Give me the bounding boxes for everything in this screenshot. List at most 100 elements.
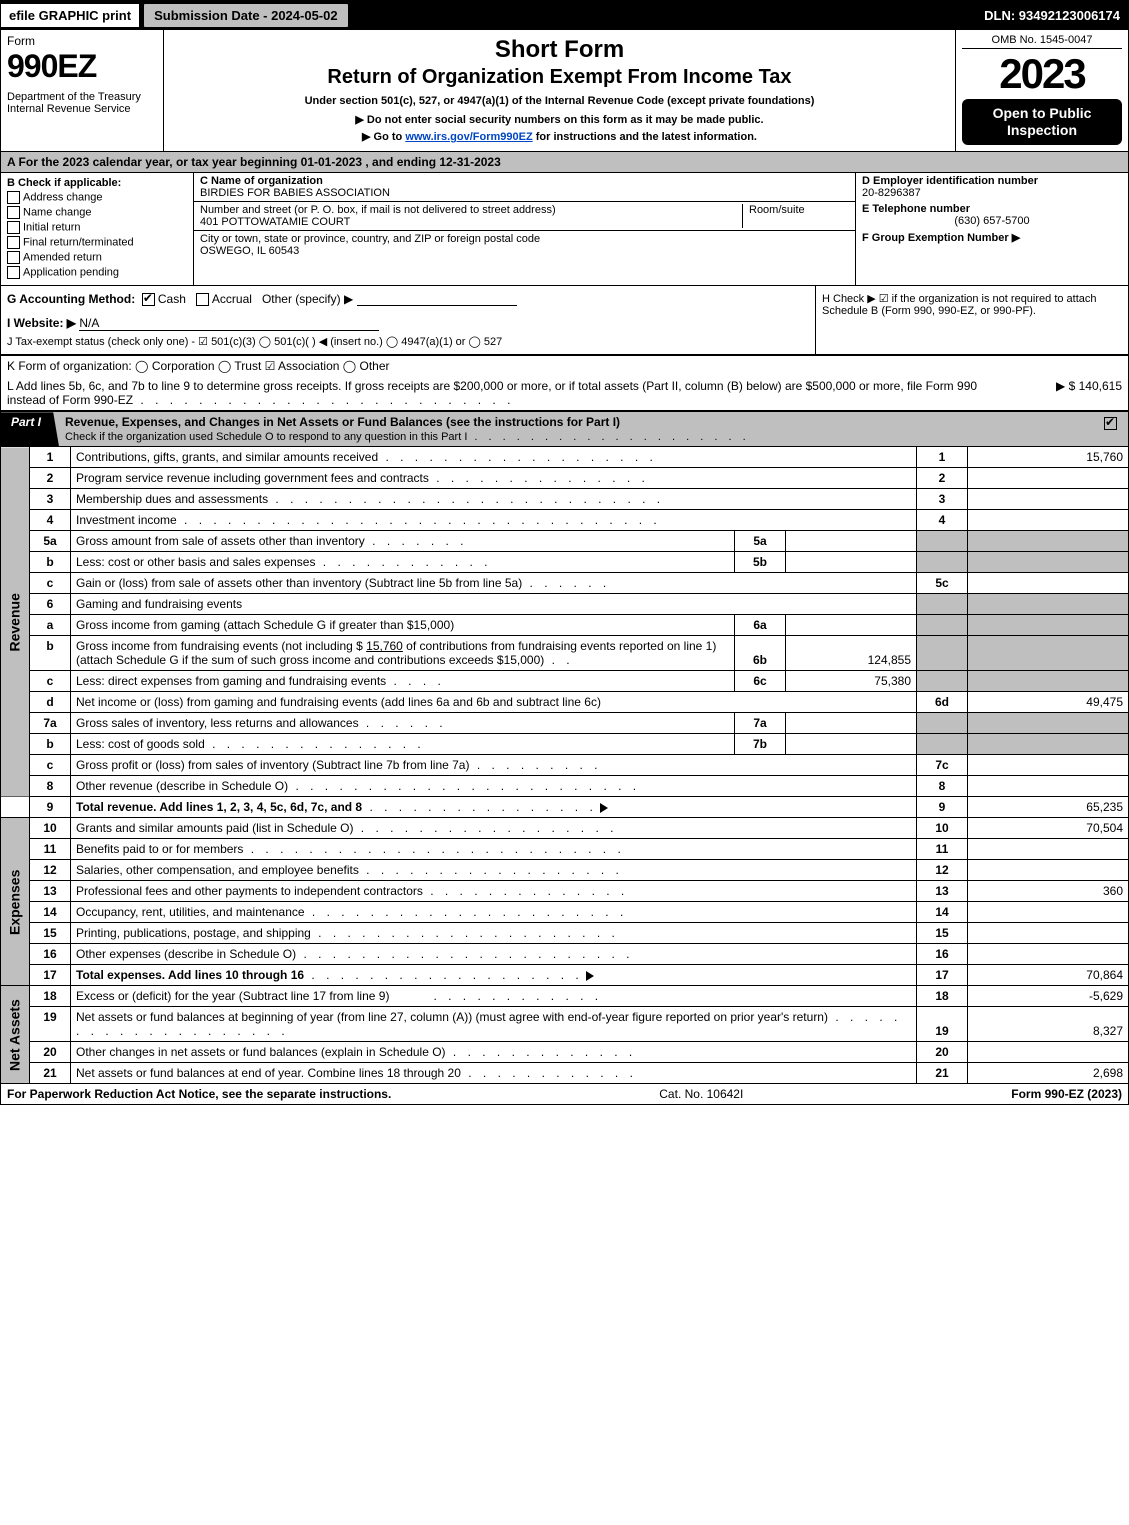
col-B: B Check if applicable: Address change Na…: [1, 173, 194, 285]
arrow-icon: [586, 971, 594, 981]
chk-address-change[interactable]: Address change: [7, 191, 187, 204]
footer-left: For Paperwork Reduction Act Notice, see …: [7, 1087, 391, 1101]
l14-n: 14: [30, 902, 71, 923]
l5c-n: c: [30, 573, 71, 594]
subtitle-2b: ▶ Go to www.irs.gov/Form990EZ for instru…: [172, 130, 947, 143]
l7b-sub: 7b: [735, 734, 786, 755]
chk-name-change[interactable]: Name change: [7, 206, 187, 219]
l10-n: 10: [30, 818, 71, 839]
l6c-sv: 75,380: [786, 671, 917, 692]
dln: DLN: 93492123006174: [984, 8, 1128, 23]
l5c-d: Gain or (loss) from sale of assets other…: [71, 573, 917, 594]
title-line2: Return of Organization Exempt From Incom…: [172, 66, 947, 89]
l15-n: 15: [30, 923, 71, 944]
form-word: Form: [7, 34, 157, 48]
l7c-d: Gross profit or (loss) from sales of inv…: [71, 755, 917, 776]
row-A: A For the 2023 calendar year, or tax yea…: [0, 152, 1129, 173]
part-I-header: Part I Revenue, Expenses, and Changes in…: [0, 411, 1129, 447]
short-form-title: Short Form: [172, 36, 947, 64]
dept: Department of the Treasury Internal Reve…: [7, 91, 157, 115]
other-specify-blank[interactable]: [357, 293, 517, 306]
part-I-check[interactable]: [1096, 412, 1128, 446]
l13-amt: 360: [968, 881, 1129, 902]
submission-date: Submission Date - 2024-05-02: [143, 3, 349, 28]
col-H: H Check ▶ ☑ if the organization is not r…: [816, 286, 1128, 354]
form-number: 990EZ: [7, 48, 157, 85]
l3-d: Membership dues and assessments . . . . …: [71, 489, 917, 510]
l13-n: 13: [30, 881, 71, 902]
chk-application-pending[interactable]: Application pending: [7, 266, 187, 279]
tax-year: 2023: [962, 53, 1122, 95]
l6-d: Gaming and fundraising events: [71, 594, 917, 615]
chk-amended[interactable]: Amended return: [7, 251, 187, 264]
chk-initial-return[interactable]: Initial return: [7, 221, 187, 234]
l16-n: 16: [30, 944, 71, 965]
l6b-n: b: [30, 636, 71, 671]
chk-cash[interactable]: [142, 293, 155, 306]
l7b-d: Less: cost of goods sold . . . . . . . .…: [71, 734, 735, 755]
C-name-row: C Name of organization BIRDIES FOR BABIE…: [194, 173, 855, 202]
l6d-n: d: [30, 692, 71, 713]
l14-amt: [968, 902, 1129, 923]
street-val: 401 POTTOWATAMIE COURT: [200, 216, 350, 228]
l6c-d: Less: direct expenses from gaming and fu…: [71, 671, 735, 692]
l16-amt: [968, 944, 1129, 965]
l6a-n: a: [30, 615, 71, 636]
chk-final-return[interactable]: Final return/terminated: [7, 236, 187, 249]
l1-n: 1: [30, 447, 71, 468]
l2-amt: [968, 468, 1129, 489]
l16-ref: 16: [917, 944, 968, 965]
l5a-sv: [786, 531, 917, 552]
row-K: K Form of organization: ◯ Corporation ◯ …: [0, 355, 1129, 376]
footer-right: Form 990-EZ (2023): [1011, 1087, 1122, 1101]
l15-ref: 15: [917, 923, 968, 944]
L-amt: ▶ $ 140,615: [992, 379, 1122, 407]
l13-d: Professional fees and other payments to …: [71, 881, 917, 902]
l11-d: Benefits paid to or for members . . . . …: [71, 839, 917, 860]
F-lbl: F Group Exemption Number ▶: [862, 231, 1122, 244]
ein: 20-8296387: [862, 187, 1122, 199]
l2-d: Program service revenue including govern…: [71, 468, 917, 489]
chk-accrual[interactable]: [196, 293, 209, 306]
l6b-sub: 6b: [735, 636, 786, 671]
l20-amt: [968, 1042, 1129, 1063]
D-lbl: D Employer identification number: [862, 175, 1122, 187]
l12-d: Salaries, other compensation, and employ…: [71, 860, 917, 881]
B-title: B Check if applicable:: [7, 177, 121, 189]
l6c-sub: 6c: [735, 671, 786, 692]
l11-amt: [968, 839, 1129, 860]
l17-n: 17: [30, 965, 71, 986]
col-DE: D Employer identification number 20-8296…: [856, 173, 1128, 285]
row-GH: G Accounting Method: Cash Accrual Other …: [0, 286, 1129, 355]
l7b-n: b: [30, 734, 71, 755]
irs-link[interactable]: www.irs.gov/Form990EZ: [405, 131, 532, 143]
arrow-icon: [600, 803, 608, 813]
part-I-tab: Part I: [1, 412, 59, 446]
l10-ref: 10: [917, 818, 968, 839]
l6b-sv: 124,855: [786, 636, 917, 671]
l19-d: Net assets or fund balances at beginning…: [71, 1007, 917, 1042]
l18-amt: -5,629: [968, 986, 1129, 1007]
efile-label[interactable]: efile GRAPHIC print: [1, 4, 139, 27]
l2-n: 2: [30, 468, 71, 489]
l20-d: Other changes in net assets or fund bala…: [71, 1042, 917, 1063]
l9-d: Total revenue. Add lines 1, 2, 3, 4, 5c,…: [71, 797, 917, 818]
omb-number: OMB No. 1545-0047: [962, 34, 1122, 49]
l5c-amt: [968, 573, 1129, 594]
l21-amt: 2,698: [968, 1063, 1129, 1084]
l5b-sub: 5b: [735, 552, 786, 573]
l6b-fillin: 15,760: [366, 639, 403, 653]
l9-ref: 9: [917, 797, 968, 818]
phone: (630) 657-5700: [862, 215, 1122, 227]
l4-ref: 4: [917, 510, 968, 531]
l19-ref: 19: [917, 1007, 968, 1042]
l18-d: Excess or (deficit) for the year (Subtra…: [71, 986, 917, 1007]
l17-d: Total expenses. Add lines 10 through 16 …: [71, 965, 917, 986]
l6d-amt: 49,475: [968, 692, 1129, 713]
l21-ref: 21: [917, 1063, 968, 1084]
l5a-amtshade: [968, 531, 1129, 552]
row-L: L Add lines 5b, 6c, and 7b to line 9 to …: [0, 376, 1129, 411]
l3-amt: [968, 489, 1129, 510]
header-right: OMB No. 1545-0047 2023 Open to Public In…: [956, 30, 1128, 151]
col-C: C Name of organization BIRDIES FOR BABIE…: [194, 173, 856, 285]
